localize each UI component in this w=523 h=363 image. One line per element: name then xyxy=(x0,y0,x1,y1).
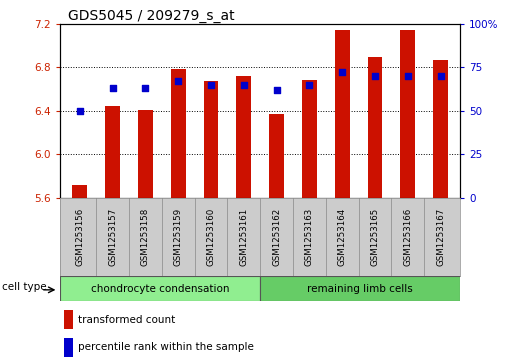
Point xyxy=(240,82,248,87)
Bar xyxy=(368,57,382,198)
Text: chondrocyte condensation: chondrocyte condensation xyxy=(91,284,230,294)
Bar xyxy=(335,30,349,198)
Text: GSM1253164: GSM1253164 xyxy=(338,208,347,266)
Text: remaining limb cells: remaining limb cells xyxy=(308,284,413,294)
Text: GSM1253162: GSM1253162 xyxy=(272,208,281,266)
Text: GSM1253157: GSM1253157 xyxy=(108,208,117,266)
Text: cell type: cell type xyxy=(2,282,47,292)
Point xyxy=(272,87,281,93)
Text: GSM1253161: GSM1253161 xyxy=(240,208,248,266)
Bar xyxy=(302,80,317,198)
Text: GSM1253158: GSM1253158 xyxy=(141,208,150,266)
Point xyxy=(141,85,150,91)
Bar xyxy=(433,60,448,198)
Text: GSM1253156: GSM1253156 xyxy=(75,208,84,266)
Point xyxy=(338,69,346,75)
Point xyxy=(207,82,215,87)
Bar xyxy=(269,114,284,198)
Point xyxy=(436,73,445,79)
Text: transformed count: transformed count xyxy=(78,315,175,325)
Bar xyxy=(73,185,87,198)
Bar xyxy=(64,310,73,330)
Text: percentile rank within the sample: percentile rank within the sample xyxy=(78,342,254,352)
Text: GSM1253160: GSM1253160 xyxy=(207,208,215,266)
Text: GSM1253166: GSM1253166 xyxy=(403,208,412,266)
Bar xyxy=(105,106,120,198)
Text: GSM1253167: GSM1253167 xyxy=(436,208,445,266)
Bar xyxy=(203,81,219,198)
Point xyxy=(371,73,379,79)
Point xyxy=(76,108,84,114)
Text: GDS5045 / 209279_s_at: GDS5045 / 209279_s_at xyxy=(68,9,235,23)
Bar xyxy=(401,30,415,198)
Text: GSM1253159: GSM1253159 xyxy=(174,208,183,266)
Bar xyxy=(60,276,260,301)
Point xyxy=(305,82,314,87)
Text: GSM1253165: GSM1253165 xyxy=(370,208,380,266)
Bar xyxy=(236,76,251,198)
Point xyxy=(174,78,183,84)
Point xyxy=(108,85,117,91)
Text: GSM1253163: GSM1253163 xyxy=(305,208,314,266)
Bar xyxy=(64,338,73,356)
Bar xyxy=(171,69,186,198)
Bar xyxy=(260,276,460,301)
Point xyxy=(404,73,412,79)
Bar xyxy=(138,110,153,198)
